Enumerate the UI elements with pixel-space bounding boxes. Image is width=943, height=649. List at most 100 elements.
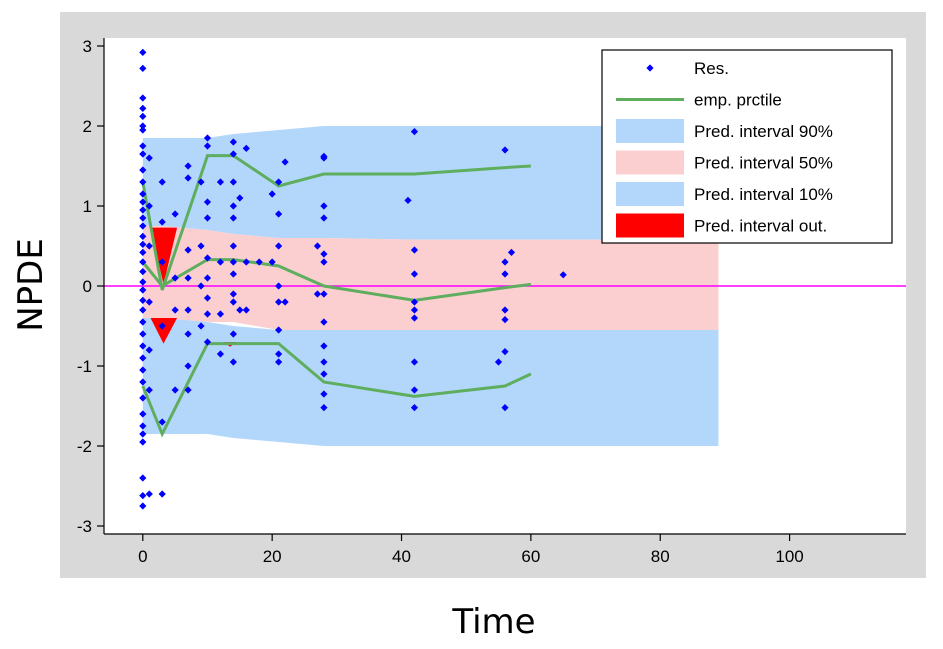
residual-point bbox=[320, 202, 328, 210]
residual-point bbox=[139, 198, 147, 206]
residual-point bbox=[139, 112, 147, 120]
y-tick-label: 2 bbox=[83, 117, 92, 136]
residual-point bbox=[139, 150, 147, 158]
residual-point bbox=[229, 290, 237, 298]
residual-point bbox=[275, 242, 283, 250]
residual-point bbox=[197, 242, 205, 250]
residual-point bbox=[203, 198, 212, 206]
residual-point bbox=[229, 242, 237, 250]
residual-point bbox=[275, 282, 283, 290]
residual-point bbox=[313, 242, 322, 250]
residual-point bbox=[139, 64, 147, 72]
residual-point bbox=[242, 306, 250, 314]
residual-point bbox=[275, 210, 283, 218]
residual-point bbox=[197, 282, 205, 290]
residual-point bbox=[275, 358, 283, 366]
residual-point bbox=[158, 322, 166, 330]
residual-point bbox=[320, 404, 328, 412]
residual-point bbox=[184, 306, 192, 314]
y-tick-label: -1 bbox=[77, 357, 92, 376]
residual-point bbox=[139, 306, 147, 314]
legend: Res. emp. prctile Pred. interval 90% Pred. … bbox=[601, 49, 893, 244]
residual-point bbox=[229, 298, 237, 306]
legend-label: Pred. interval out. bbox=[694, 217, 827, 236]
residual-point bbox=[139, 166, 147, 174]
residual-point bbox=[320, 370, 328, 378]
residual-point bbox=[184, 162, 192, 170]
residual-point bbox=[158, 178, 166, 186]
residual-point bbox=[145, 242, 153, 250]
residual-point bbox=[158, 490, 166, 498]
residual-point bbox=[501, 316, 509, 324]
residual-point bbox=[139, 502, 147, 510]
residual-point bbox=[501, 258, 509, 266]
residual-point bbox=[313, 290, 322, 298]
axes: 0 20 40 60 80 100 -3 -2 -1 0 1 2 3 bbox=[77, 37, 906, 566]
residual-point bbox=[268, 190, 276, 198]
legend-swatch-4 bbox=[616, 182, 684, 206]
residual-point bbox=[139, 240, 147, 248]
residual-point bbox=[184, 174, 192, 182]
residual-point bbox=[203, 338, 212, 346]
residual-point bbox=[139, 330, 147, 338]
residual-point bbox=[216, 310, 225, 318]
residual-point bbox=[139, 474, 147, 482]
y-tick-label: 1 bbox=[83, 197, 92, 216]
legend-swatch-2 bbox=[616, 119, 684, 143]
residual-point bbox=[501, 306, 509, 314]
residual-point bbox=[501, 146, 509, 154]
pi-out-region-0 bbox=[150, 227, 178, 285]
residual-point bbox=[139, 48, 147, 56]
residual-point bbox=[145, 202, 153, 210]
residual-point bbox=[236, 306, 244, 314]
residual-point bbox=[281, 158, 289, 166]
residual-point bbox=[139, 394, 147, 402]
residual-point bbox=[229, 358, 237, 366]
residual-point bbox=[139, 222, 147, 230]
residual-point bbox=[320, 358, 328, 366]
residual-point bbox=[203, 214, 212, 222]
y-axis-title: NPDE bbox=[11, 238, 51, 332]
residual-point bbox=[229, 270, 237, 278]
residual-point bbox=[139, 258, 147, 266]
residual-point bbox=[139, 438, 147, 446]
residual-point bbox=[320, 258, 328, 266]
residual-point bbox=[139, 268, 147, 276]
residual-point bbox=[203, 310, 212, 318]
residual-point bbox=[320, 290, 328, 298]
residual-point bbox=[145, 490, 153, 498]
residual-point bbox=[203, 142, 212, 150]
legend-label: emp. prctile bbox=[694, 91, 782, 110]
residual-point bbox=[501, 404, 509, 412]
residual-point bbox=[139, 318, 147, 326]
residual-point bbox=[139, 422, 147, 430]
percentile-line-0 bbox=[141, 154, 531, 291]
residual-point bbox=[559, 271, 567, 279]
x-tick-label: 80 bbox=[651, 547, 670, 566]
residual-point bbox=[139, 232, 147, 240]
residual-point bbox=[139, 94, 147, 102]
residual-point bbox=[275, 178, 283, 186]
percentile-line-2 bbox=[141, 342, 532, 438]
residual-point bbox=[197, 322, 205, 330]
residual-point bbox=[139, 278, 147, 286]
residual-point bbox=[145, 298, 153, 306]
residual-point bbox=[229, 202, 237, 210]
y-tick-label: -2 bbox=[77, 437, 92, 456]
residual-point bbox=[171, 386, 179, 394]
residual-point bbox=[216, 178, 225, 186]
residual-point bbox=[275, 350, 283, 358]
residual-point bbox=[139, 366, 147, 374]
legend-label: Pred. interval 90% bbox=[694, 122, 833, 141]
residual-point bbox=[410, 298, 419, 306]
residual-point bbox=[139, 206, 147, 214]
residual-point bbox=[501, 348, 509, 356]
residual-point bbox=[242, 258, 250, 266]
residual-point bbox=[410, 358, 419, 366]
residual-point bbox=[171, 274, 179, 282]
residual-point bbox=[229, 330, 237, 338]
residual-point bbox=[229, 150, 237, 158]
residual-point bbox=[255, 258, 263, 266]
